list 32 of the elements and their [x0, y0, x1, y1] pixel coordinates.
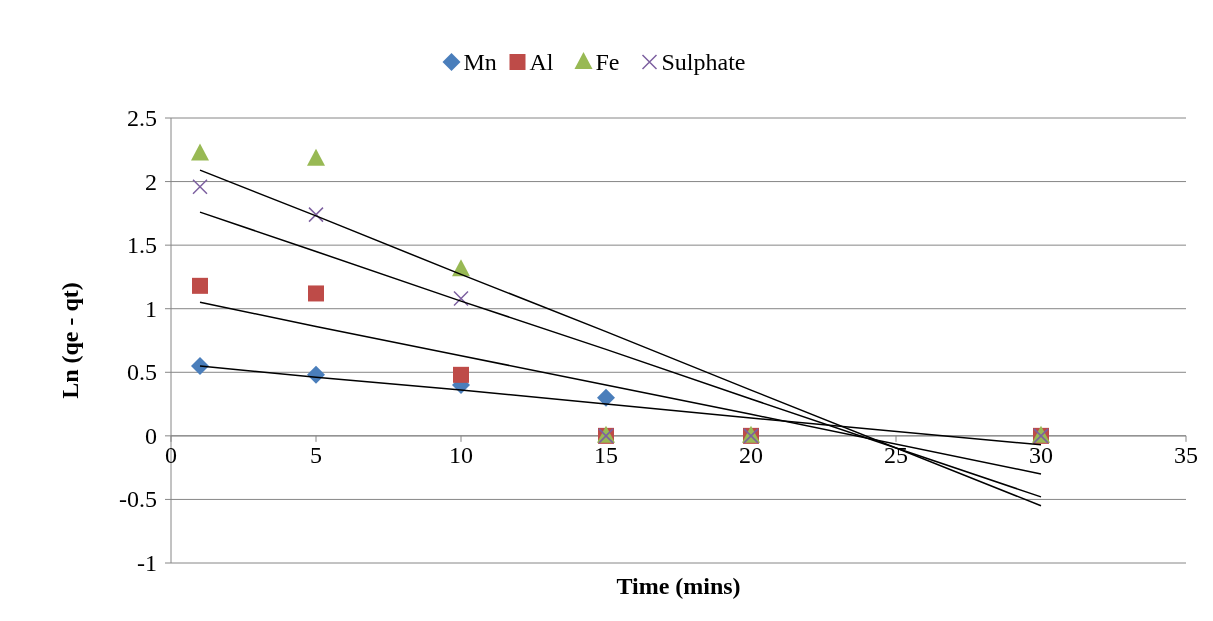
- y-tick-label: 1: [145, 295, 157, 322]
- y-tick-label: 1.5: [127, 232, 157, 259]
- y-tick-label: 2.5: [127, 105, 157, 131]
- x-tick-label: 35: [1174, 441, 1198, 468]
- point: [191, 143, 209, 161]
- x-tick-label: 0: [165, 441, 177, 468]
- point: [192, 277, 208, 294]
- legend-label: Al: [529, 49, 554, 75]
- point: [453, 366, 469, 383]
- point: [308, 206, 324, 223]
- x-tick-label: 10: [449, 441, 473, 468]
- y-axis-title: Ln (qe - qt): [57, 282, 83, 399]
- x-tick-label: 30: [1029, 441, 1053, 468]
- x-axis-title: Time (mins): [616, 573, 741, 599]
- point: [191, 356, 209, 375]
- point: [307, 148, 325, 166]
- point: [453, 290, 469, 307]
- x-tick-label: 15: [594, 441, 618, 468]
- x-tick-label: 25: [884, 441, 908, 468]
- legend-label: Fe: [595, 49, 620, 75]
- point: [308, 285, 324, 302]
- legend-label: Sulphate: [661, 49, 746, 75]
- y-tick-label: 0: [145, 422, 157, 449]
- y-tick-label: -0.5: [119, 486, 157, 513]
- point: [597, 388, 615, 407]
- y-tick-label: -1: [137, 550, 157, 576]
- x-tick-label: 20: [739, 441, 763, 468]
- y-tick-label: 2: [145, 168, 157, 195]
- point: [192, 178, 208, 195]
- y-tick-label: 0.5: [127, 359, 157, 386]
- x-tick-label: 5: [310, 441, 322, 468]
- legend-label: Mn: [463, 49, 497, 75]
